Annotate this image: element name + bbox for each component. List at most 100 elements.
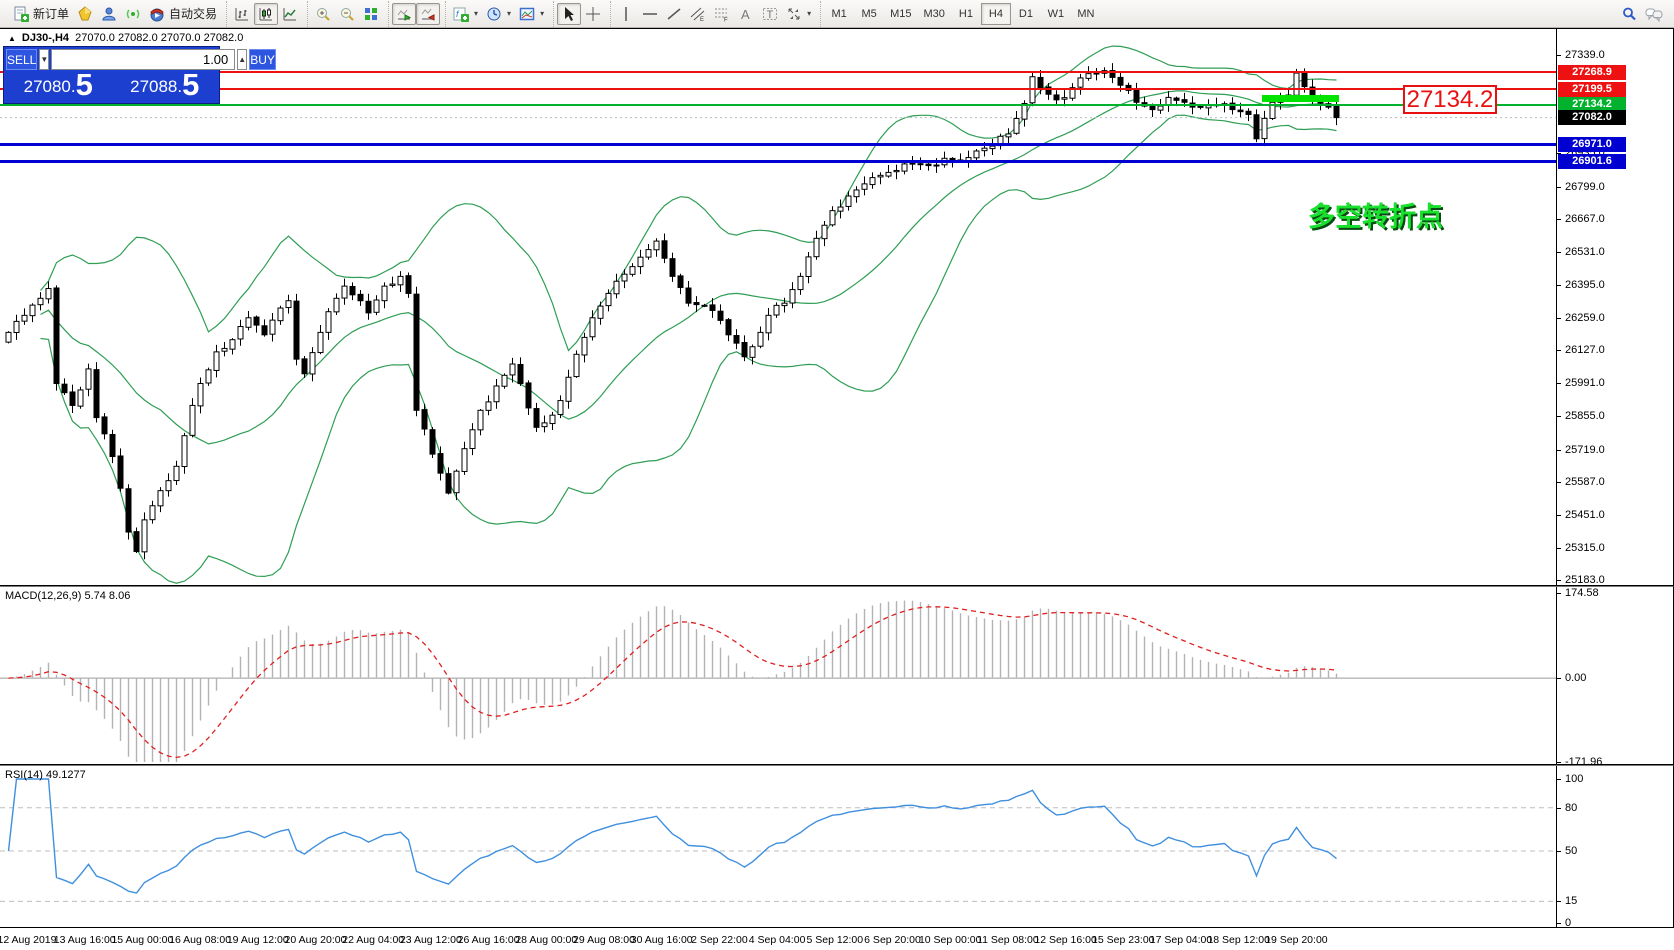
toolbar-group-objects: f ▾ ▾ ▾ <box>445 0 551 27</box>
highlight-segment[interactable] <box>1262 94 1339 102</box>
metaeditor-icon <box>78 5 92 20</box>
timeframe-button-m5[interactable]: M5 <box>861 7 877 20</box>
indicators-dropdown[interactable]: f ▾ <box>449 3 482 25</box>
timeframe-button-m30[interactable]: M30 <box>923 7 945 20</box>
chat-button[interactable] <box>1641 3 1667 25</box>
level-line-27134.2[interactable] <box>0 103 1556 106</box>
new-order-button[interactable]: 新订单 <box>9 3 73 25</box>
one-click-trading-panel: SELL ▼ ▲ BUY 27080.5 27088.5 <box>3 46 276 104</box>
buy-price-display[interactable]: 27088. 5 <box>112 67 217 102</box>
candle-body <box>69 391 76 406</box>
sell-button[interactable]: SELL <box>6 49 38 70</box>
templates-dropdown[interactable]: ▾ <box>515 3 548 25</box>
timeframe-button-h1[interactable]: H1 <box>958 7 973 20</box>
timeframe-button-h4[interactable]: H4 <box>980 2 1011 25</box>
candle-body <box>269 319 276 335</box>
level-line-27268.9[interactable] <box>0 71 1556 74</box>
price-axis-border <box>1556 29 1557 585</box>
time-axis-label: 4 Sep 04:00 <box>748 934 806 946</box>
rsi-tick <box>1556 923 1561 924</box>
timeframe-button-m1[interactable]: M1 <box>831 7 847 20</box>
level-price-chip: 26901.6 <box>1558 154 1626 170</box>
periods-dropdown[interactable]: ▾ <box>482 3 515 25</box>
autotrading-button[interactable]: 自动交易 <box>145 3 221 25</box>
auto-scroll-button[interactable] <box>392 2 417 25</box>
time-axis-label: 12 Aug 2019 <box>0 934 57 946</box>
macd-plot[interactable] <box>0 587 1556 764</box>
toolbar-group-right <box>1614 1 1670 27</box>
line-chart-icon <box>283 7 297 20</box>
candle-body <box>213 351 220 371</box>
candle-body <box>205 369 212 384</box>
macd-pane[interactable]: MACD(12,26,9) 5.74 8.06 174.58 0.00 -171.9… <box>0 586 1674 768</box>
horizontal-line-icon <box>643 12 658 15</box>
candle-body <box>781 302 788 307</box>
price-tick <box>1556 55 1561 57</box>
panel-collapse-toggle[interactable]: ▲ <box>8 34 16 43</box>
search-button[interactable] <box>1617 3 1641 25</box>
buy-button[interactable]: BUY <box>249 49 276 70</box>
time-axis-label: 12 Sep 16:00 <box>1034 934 1097 946</box>
level-line-26901.6[interactable] <box>0 160 1556 164</box>
candle-body <box>613 280 620 295</box>
rsi-plot[interactable] <box>0 766 1556 927</box>
time-axis[interactable]: 12 Aug 2019 13 Aug 16:00 15 Aug 00:00 16 Au… <box>0 928 1674 950</box>
candle-body <box>773 304 780 316</box>
crosshair-icon <box>586 6 601 21</box>
tile-windows-button[interactable] <box>359 3 383 25</box>
metaeditor-button[interactable] <box>73 3 97 25</box>
trendline-button[interactable] <box>662 3 686 25</box>
macd-tick <box>1556 593 1561 594</box>
timeframe-button-d1[interactable]: D1 <box>1018 7 1033 20</box>
cursor-button[interactable] <box>557 2 582 25</box>
arrows-dropdown[interactable]: ▾ <box>782 3 815 25</box>
candle-body <box>189 404 196 436</box>
vertical-line-button[interactable] <box>614 3 638 25</box>
volume-decrease-button[interactable]: ▼ <box>39 49 50 70</box>
equidistant-channel-button[interactable]: E <box>686 3 710 25</box>
sell-price-display[interactable]: 27080. 5 <box>6 69 111 101</box>
indicators-add-icon: f <box>453 7 470 22</box>
candle-body <box>525 382 532 409</box>
volume-input[interactable] <box>51 49 236 70</box>
candle-body <box>109 433 116 458</box>
volume-increase-button[interactable]: ▲ <box>237 49 248 70</box>
fibonacci-button[interactable]: F <box>710 3 734 25</box>
candle-body <box>261 325 268 336</box>
timeframe-button-mn[interactable]: MN <box>1077 7 1095 20</box>
zoom-in-button[interactable] <box>311 3 335 25</box>
level-line-27199.5[interactable] <box>0 88 1556 91</box>
signals-button[interactable] <box>121 3 145 25</box>
bollinger-lower-band <box>40 114 1337 584</box>
level-line-26971.0[interactable] <box>0 143 1556 147</box>
candle-body <box>29 304 36 317</box>
main-chart-pane[interactable]: 27339.026935.026799.026667.026531.026395… <box>0 28 1674 586</box>
candle-body <box>357 293 364 302</box>
text-label-button[interactable]: T <box>758 3 782 25</box>
time-axis-label: 10 Sep 00:00 <box>918 934 982 946</box>
candle-body <box>197 383 204 407</box>
chart-shift-button[interactable] <box>416 2 441 25</box>
candle-body <box>765 314 772 334</box>
bar-chart-button[interactable] <box>230 3 254 25</box>
crosshair-button[interactable] <box>581 3 605 25</box>
price-tick <box>1556 580 1561 581</box>
timeframe-button-m15[interactable]: M15 <box>890 7 912 20</box>
rsi-pane[interactable]: RSI(14) 49.1277 100 80 50 15 0 <box>0 765 1674 929</box>
timeframe-button-w1[interactable]: W1 <box>1047 7 1065 20</box>
candlestick-plot[interactable] <box>0 29 1556 585</box>
line-chart-button[interactable] <box>278 3 302 25</box>
profile-button[interactable] <box>97 3 121 25</box>
price-callout-box[interactable]: 27134.2 <box>1403 85 1497 114</box>
zoom-out-button[interactable] <box>335 3 359 25</box>
buy-price-big: 5 <box>182 67 200 102</box>
horizontal-line-button[interactable] <box>638 3 662 25</box>
candle-body <box>1253 114 1260 140</box>
rsi-tick-label: 100 <box>1565 773 1584 785</box>
candle-body <box>1093 72 1100 75</box>
periods-clock-icon <box>487 7 501 20</box>
candlestick-chart-button[interactable] <box>254 2 279 25</box>
text-button[interactable]: A <box>734 3 758 25</box>
candle-body <box>517 364 524 385</box>
buy-price-main: 27088 <box>130 77 178 96</box>
